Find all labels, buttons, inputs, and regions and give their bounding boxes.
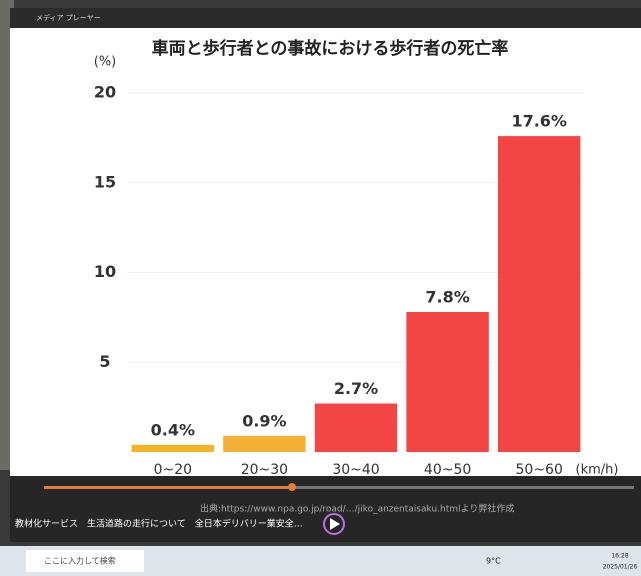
- bar: [314, 403, 398, 452]
- bar: [131, 444, 215, 452]
- value-label: 0.4%: [151, 420, 195, 439]
- date: 2025/01/26: [603, 564, 638, 571]
- window-title: メディア プレーヤー: [36, 13, 101, 22]
- y-tick-label: 15: [94, 172, 116, 191]
- y-tick-label: 20: [94, 83, 116, 102]
- x-tick-label: 40~50: [424, 462, 471, 478]
- chart-title: 車両と歩行者との事故における歩行者の死亡率: [152, 38, 509, 59]
- source: 出典:https://www.npa.go.jp/road/…/jiko_anz…: [200, 503, 514, 515]
- value-label: 2.7%: [334, 379, 378, 398]
- clock: 16:28: [611, 553, 628, 560]
- value-label: 7.8%: [425, 287, 469, 306]
- progress-fill: [44, 486, 292, 489]
- x-tick-label: 50~60: [516, 462, 563, 478]
- caption: 教材化サービス 生活道路の走行について 全日本デリバリー業安全…: [15, 518, 303, 530]
- bar: [406, 311, 489, 452]
- search-box[interactable]: [26, 550, 144, 572]
- y-tick-label: 10: [94, 262, 116, 281]
- search-text: ここに入力して検索: [44, 556, 116, 566]
- y-unit: (%): [94, 55, 117, 70]
- x-tick-label: 20~30: [241, 462, 288, 478]
- play-icon: [330, 518, 340, 530]
- play-button[interactable]: [323, 513, 345, 535]
- weather: 9°C: [486, 557, 501, 566]
- y-tick-label: 5: [99, 352, 110, 371]
- plot: 5 10 15 20 0~20 0.4% 20~30 0.9% 30~40 2.7% 40~50 7.…: [94, 83, 585, 478]
- title-bar: [10, 8, 641, 28]
- bar: [497, 136, 581, 452]
- value-label: 17.6%: [511, 112, 567, 131]
- value-label: 0.9%: [242, 411, 286, 430]
- x-tick-label: 0~20: [154, 462, 192, 478]
- x-unit: (km/h): [576, 463, 619, 478]
- bar: [223, 435, 306, 452]
- progress-thumb[interactable]: [288, 483, 296, 491]
- x-tick-label: 30~40: [332, 462, 379, 478]
- progress-track: [44, 486, 634, 489]
